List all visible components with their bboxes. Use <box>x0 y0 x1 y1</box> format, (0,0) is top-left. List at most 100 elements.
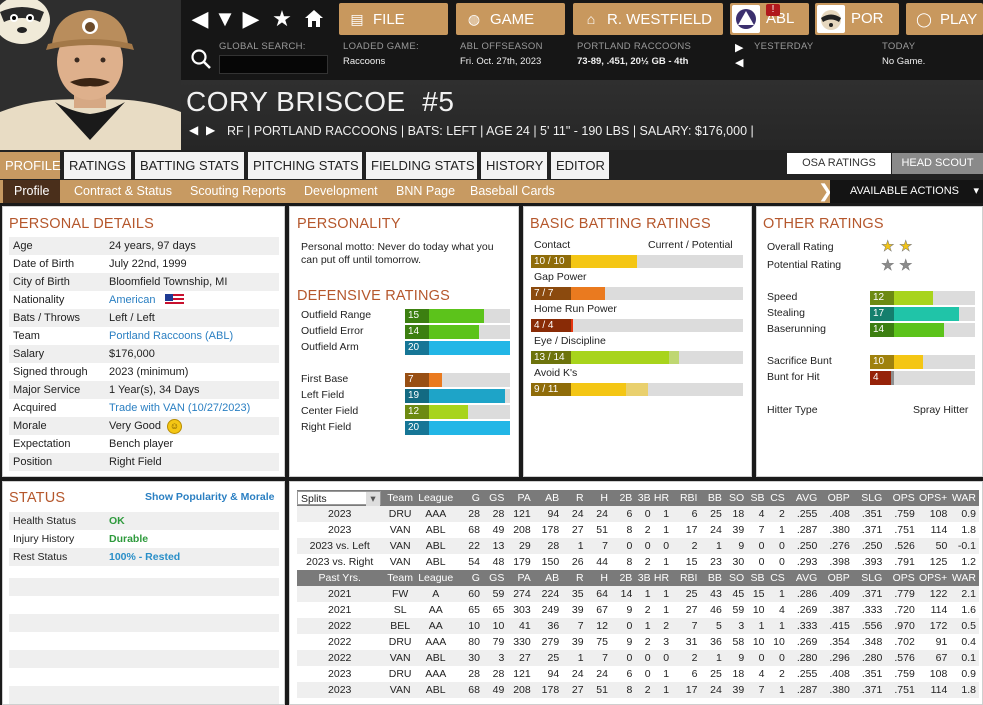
col-header-bb[interactable]: BB <box>700 490 725 506</box>
col-header-league[interactable]: League <box>417 570 457 586</box>
detail-label: Salary <box>13 348 45 360</box>
col-header-ab[interactable]: AB <box>533 570 563 586</box>
col-header-2b[interactable]: 2B <box>610 570 636 586</box>
tab-editor[interactable]: EDITOR <box>551 152 609 179</box>
table-cell: 2023 <box>297 506 386 522</box>
col-header-ops[interactable]: OPS <box>885 490 918 506</box>
table-cell: 2022 <box>297 618 386 634</box>
next-player-icon[interactable]: ▶ <box>206 123 216 137</box>
prev-player-icon[interactable]: ◀ <box>189 123 199 137</box>
tab-fielding-stats[interactable]: FIELDING STATS <box>366 152 477 179</box>
col-header-hr[interactable]: HR <box>653 490 673 506</box>
col-header-bb[interactable]: BB <box>700 570 725 586</box>
col-header-3b[interactable]: 3B <box>635 490 654 506</box>
col-header-so[interactable]: SO <box>724 490 748 506</box>
table-cell: .255 <box>796 668 818 680</box>
col-header-hr[interactable]: HR <box>653 570 673 586</box>
col-header-league[interactable]: League <box>417 490 457 506</box>
forward-arrow-icon[interactable]: ▶ <box>242 6 260 31</box>
col-header-avg[interactable]: AVG <box>787 490 821 506</box>
table-cell: 67 <box>917 650 951 666</box>
back-arrow-icon[interactable]: ◀ <box>191 6 209 31</box>
player-portrait <box>0 0 181 150</box>
subtab-development[interactable]: Development <box>304 184 378 198</box>
col-header-ops[interactable]: OPS+ <box>917 570 951 586</box>
detail-value[interactable]: American <box>109 294 156 306</box>
manager-menu-button[interactable]: ⌂ R. WESTFIELD <box>573 3 723 35</box>
col-header-r[interactable]: R <box>562 490 587 506</box>
show-popularity-morale-link[interactable]: Show Popularity & Morale <box>145 491 275 503</box>
splits-select[interactable]: Splits ▾ <box>297 491 381 506</box>
col-header-h[interactable]: H <box>586 490 611 506</box>
table-cell: 2023 vs. Right <box>306 556 374 568</box>
col-header-war[interactable]: WAR <box>950 570 979 586</box>
subtab-baseball-cards[interactable]: Baseball Cards <box>470 184 555 198</box>
col-header-cs[interactable]: CS <box>767 490 788 506</box>
col-header-team[interactable]: Team <box>385 570 418 586</box>
file-menu-button[interactable]: ▤ FILE <box>339 3 448 35</box>
tab-pitching-stats[interactable]: PITCHING STATS <box>248 152 362 179</box>
table-cell: 12 <box>586 618 611 634</box>
detail-value[interactable]: Portland Raccoons (ABL) <box>109 330 234 342</box>
table-cell: 208 <box>513 524 531 536</box>
prev-day-icon[interactable]: ◀ <box>735 57 744 69</box>
col-header-g[interactable]: G <box>456 570 483 586</box>
play-button[interactable]: ◯ PLAY <box>906 3 983 35</box>
col-header-g[interactable]: G <box>456 490 483 506</box>
col-header-h[interactable]: H <box>586 570 611 586</box>
tab-batting-stats[interactable]: BATTING STATS <box>135 152 244 179</box>
available-actions-button[interactable]: AVAILABLE ACTIONS ▾ <box>830 180 983 203</box>
defense-label-first-base: First Base <box>301 373 349 385</box>
table-cell: 1 <box>767 682 788 698</box>
col-header-pa[interactable]: PA <box>507 490 534 506</box>
subtab-profile[interactable]: Profile <box>3 180 61 203</box>
col-header-ops[interactable]: OPS <box>885 570 918 586</box>
col-header-ops[interactable]: OPS+ <box>917 490 951 506</box>
table-cell: .759 <box>885 506 918 522</box>
table-cell: 51 <box>596 524 608 536</box>
table-cell: .393 <box>861 556 883 568</box>
tab-history[interactable]: HISTORY <box>481 152 547 179</box>
detail-label: Signed through <box>13 366 88 378</box>
col-header-ab[interactable]: AB <box>533 490 563 506</box>
col-header-cs[interactable]: CS <box>767 570 788 586</box>
tab-ratings[interactable]: RATINGS <box>64 152 131 179</box>
search-icon[interactable] <box>190 48 212 70</box>
col-header-slg[interactable]: SLG <box>852 490 886 506</box>
table-cell: 9 <box>626 604 633 616</box>
subtab-bnn-page[interactable]: BNN Page <box>396 184 456 198</box>
next-day-icon[interactable]: ▶ <box>735 42 744 54</box>
col-header-sb[interactable]: SB <box>747 570 768 586</box>
col-header-sb[interactable]: SB <box>747 490 768 506</box>
subtab-scouting-reports[interactable]: Scouting Reports <box>190 184 286 198</box>
col-header-r[interactable]: R <box>562 570 587 586</box>
col-header-rbi[interactable]: RBI <box>672 490 701 506</box>
col-header-2b[interactable]: 2B <box>610 490 636 506</box>
osa-ratings-button[interactable]: OSA RATINGS <box>787 153 891 174</box>
col-header-slg[interactable]: SLG <box>852 570 886 586</box>
col-header-gs[interactable]: GS <box>482 570 508 586</box>
col-header-gs[interactable]: GS <box>482 490 508 506</box>
star-icon[interactable]: ★ <box>272 6 292 31</box>
global-search-input[interactable] <box>219 55 328 74</box>
tab-profile[interactable]: PROFILE <box>0 152 61 179</box>
col-header-pa[interactable]: PA <box>507 570 534 586</box>
col-header-rbi[interactable]: RBI <box>672 570 701 586</box>
col-header-so[interactable]: SO <box>724 570 748 586</box>
col-header-war[interactable]: WAR <box>950 490 979 506</box>
table-cell: 24 <box>700 682 725 698</box>
col-header-obp[interactable]: OBP <box>820 490 853 506</box>
subtab-contract-status[interactable]: Contract & Status <box>74 184 172 198</box>
game-menu-button[interactable]: ◍ GAME <box>456 3 565 35</box>
col-header-3b[interactable]: 3B <box>635 570 654 586</box>
detail-value[interactable]: Trade with VAN (10/27/2023) <box>109 402 251 414</box>
col-header-avg[interactable]: AVG <box>787 570 821 586</box>
home-icon[interactable] <box>303 8 325 28</box>
league-menu-button[interactable]: ! ABL <box>730 3 809 35</box>
col-header-team[interactable]: Team <box>385 490 418 506</box>
detail-row-bats-throws: Bats / Throws Left / Left <box>9 309 279 327</box>
dropdown-arrow-icon[interactable]: ▼ <box>214 6 236 31</box>
col-header-obp[interactable]: OBP <box>820 570 853 586</box>
head-scout-button[interactable]: HEAD SCOUT <box>892 153 983 174</box>
team-menu-button[interactable]: POR <box>815 3 899 35</box>
